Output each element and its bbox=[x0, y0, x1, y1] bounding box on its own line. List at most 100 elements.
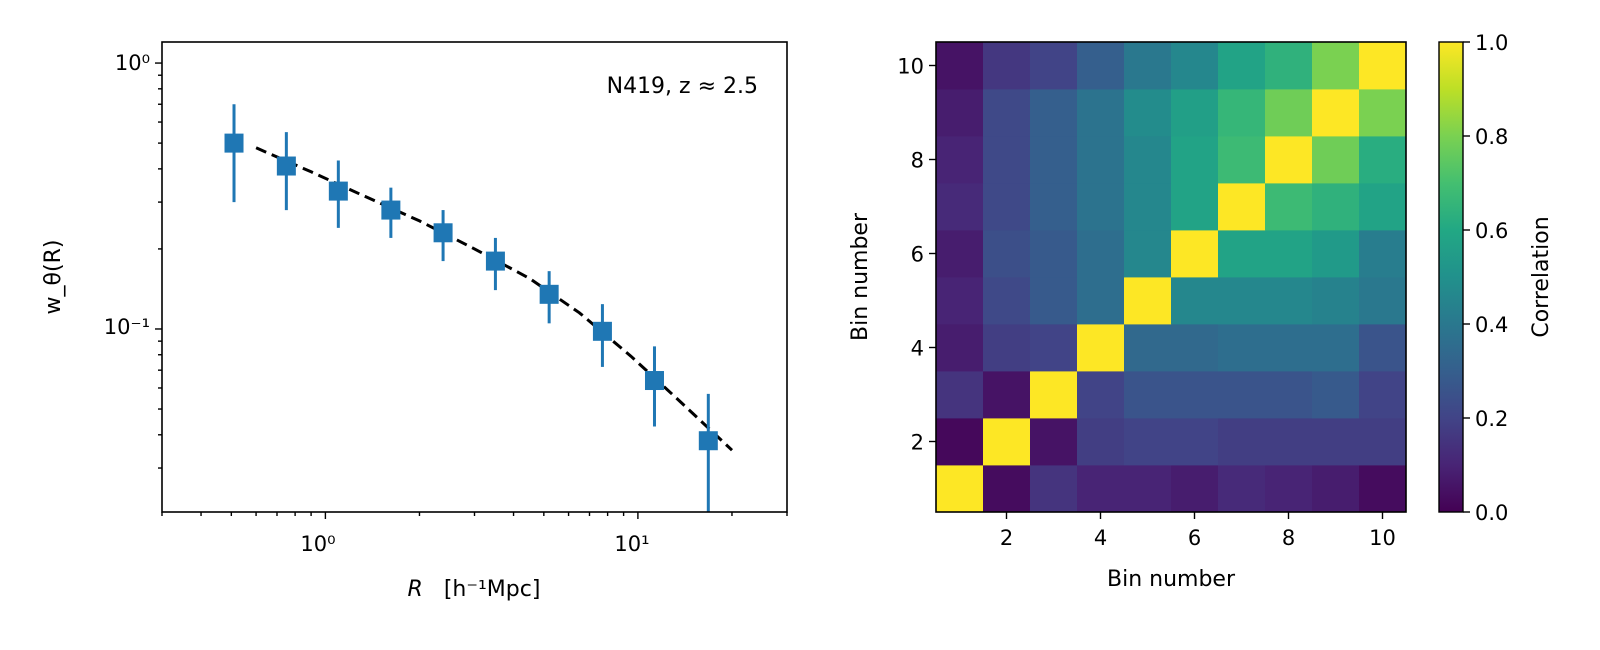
heatmap-cell bbox=[1218, 277, 1266, 325]
heatmap-cell bbox=[1312, 371, 1360, 419]
heatmap-cell bbox=[1030, 465, 1078, 513]
heatmap-cell bbox=[1077, 465, 1125, 513]
heatmap-cell bbox=[1359, 183, 1407, 231]
colorbar-tick-label: 0.8 bbox=[1475, 125, 1508, 149]
heatmap-cell bbox=[1030, 89, 1078, 137]
heatmap-cell bbox=[1312, 183, 1360, 231]
y-tick-label-10e0: 10⁰ bbox=[115, 51, 150, 75]
heatmap-cell bbox=[1265, 183, 1313, 231]
heatmap-cell bbox=[1312, 277, 1360, 325]
heatmap-cell bbox=[1077, 42, 1125, 90]
heatmap-cell bbox=[1265, 324, 1313, 372]
heatmap-cell bbox=[1218, 324, 1266, 372]
heatmap-cell bbox=[1265, 136, 1313, 184]
heatmap-cell bbox=[1265, 465, 1313, 513]
heatmap-x-tick-label: 8 bbox=[1282, 526, 1295, 550]
heatmap-cell bbox=[1030, 418, 1078, 466]
heatmap-y-axis-label: Bin number bbox=[848, 212, 873, 341]
heatmap-cell bbox=[983, 418, 1031, 466]
x-axis-label: R [h⁻¹Mpc] bbox=[408, 577, 541, 602]
heatmap-cell bbox=[1124, 230, 1172, 278]
heatmap-cell bbox=[1312, 230, 1360, 278]
data-point bbox=[276, 156, 296, 176]
heatmap-cell bbox=[1218, 230, 1266, 278]
data-point bbox=[224, 133, 244, 153]
heatmap-cell bbox=[1077, 183, 1125, 231]
heatmap-cell bbox=[1124, 324, 1172, 372]
heatmap-cell bbox=[983, 183, 1031, 231]
heatmap-cell bbox=[983, 277, 1031, 325]
heatmap-cell bbox=[1218, 136, 1266, 184]
heatmap-cell bbox=[1171, 277, 1219, 325]
heatmap-cell bbox=[1171, 89, 1219, 137]
heatmap-cell bbox=[936, 418, 984, 466]
heatmap-x-axis-label: Bin number bbox=[1107, 567, 1236, 592]
heatmap-cell bbox=[1265, 371, 1313, 419]
heatmap-cell bbox=[1359, 324, 1407, 372]
heatmap-cell bbox=[1218, 418, 1266, 466]
data-point bbox=[698, 431, 718, 451]
heatmap-cell bbox=[936, 230, 984, 278]
heatmap-cell bbox=[1077, 418, 1125, 466]
heatmap-cell bbox=[936, 371, 984, 419]
data-point bbox=[644, 371, 664, 391]
heatmap-cell bbox=[1171, 42, 1219, 90]
heatmap-cell bbox=[1312, 136, 1360, 184]
heatmap-cell bbox=[983, 230, 1031, 278]
heatmap-cell bbox=[1077, 230, 1125, 278]
heatmap-cell bbox=[1265, 42, 1313, 90]
heatmap-cell bbox=[1124, 277, 1172, 325]
colorbar-label: Correlation bbox=[1529, 216, 1554, 337]
heatmap-y-tick-label: 8 bbox=[911, 149, 924, 173]
heatmap-y-tick-label: 6 bbox=[911, 243, 924, 267]
plot-annotation: N419, z ≈ 2.5 bbox=[607, 74, 758, 99]
heatmap-cell bbox=[1218, 42, 1266, 90]
heatmap-cell bbox=[1124, 371, 1172, 419]
heatmap-cell bbox=[1265, 89, 1313, 137]
heatmap-x-tick-label: 2 bbox=[1000, 526, 1013, 550]
heatmap-cell bbox=[1124, 418, 1172, 466]
heatmap-y-tick-label: 4 bbox=[911, 337, 924, 361]
data-point bbox=[381, 200, 401, 220]
heatmap-cell bbox=[1359, 465, 1407, 513]
heatmap-cell bbox=[1171, 371, 1219, 419]
heatmap-cell bbox=[1359, 418, 1407, 466]
heatmap-cell bbox=[983, 42, 1031, 90]
heatmap-cell bbox=[1359, 42, 1407, 90]
heatmap-cell bbox=[1030, 183, 1078, 231]
clustering-plot: 10⁰ 10¹ 10⁰ 10⁻¹ N419, z ≈ 2.5 R [h⁻¹Mpc… bbox=[41, 41, 788, 602]
heatmap-cell bbox=[936, 136, 984, 184]
heatmap-cell bbox=[1030, 324, 1078, 372]
heatmap-cell bbox=[1265, 230, 1313, 278]
heatmap-cell bbox=[1218, 465, 1266, 513]
heatmap-cell bbox=[936, 42, 984, 90]
x-tick-label-10e0: 10⁰ bbox=[300, 532, 335, 556]
heatmap-cell bbox=[1171, 136, 1219, 184]
heatmap-cell bbox=[1077, 136, 1125, 184]
heatmap-cell bbox=[1312, 324, 1360, 372]
heatmap-y-tick-label: 10 bbox=[897, 55, 924, 79]
heatmap-cell bbox=[936, 324, 984, 372]
heatmap-cell bbox=[1030, 136, 1078, 184]
y-tick-label-10e-1: 10⁻¹ bbox=[104, 315, 150, 339]
heatmap-y-tick-label: 2 bbox=[911, 431, 924, 455]
data-point bbox=[485, 251, 505, 271]
model-fit-line bbox=[255, 146, 734, 452]
heatmap-cell bbox=[1077, 371, 1125, 419]
heatmap-cell bbox=[1077, 89, 1125, 137]
heatmap-x-tick-label: 10 bbox=[1369, 526, 1396, 550]
heatmap-cell bbox=[1171, 324, 1219, 372]
data-point bbox=[539, 284, 559, 304]
x-tick-label-10e1: 10¹ bbox=[614, 532, 649, 556]
colorbar-tick-label: 1.0 bbox=[1475, 31, 1508, 55]
colorbar-tick-label: 0.4 bbox=[1475, 313, 1508, 337]
colorbar-tick-label: 0.6 bbox=[1475, 219, 1508, 243]
heatmap-cell bbox=[1124, 42, 1172, 90]
heatmap-x-tick-label: 4 bbox=[1094, 526, 1107, 550]
heatmap-cell bbox=[1359, 371, 1407, 419]
heatmap-cell bbox=[983, 465, 1031, 513]
heatmap-cell bbox=[936, 183, 984, 231]
heatmap-cell bbox=[1265, 418, 1313, 466]
heatmap-cell bbox=[1030, 277, 1078, 325]
